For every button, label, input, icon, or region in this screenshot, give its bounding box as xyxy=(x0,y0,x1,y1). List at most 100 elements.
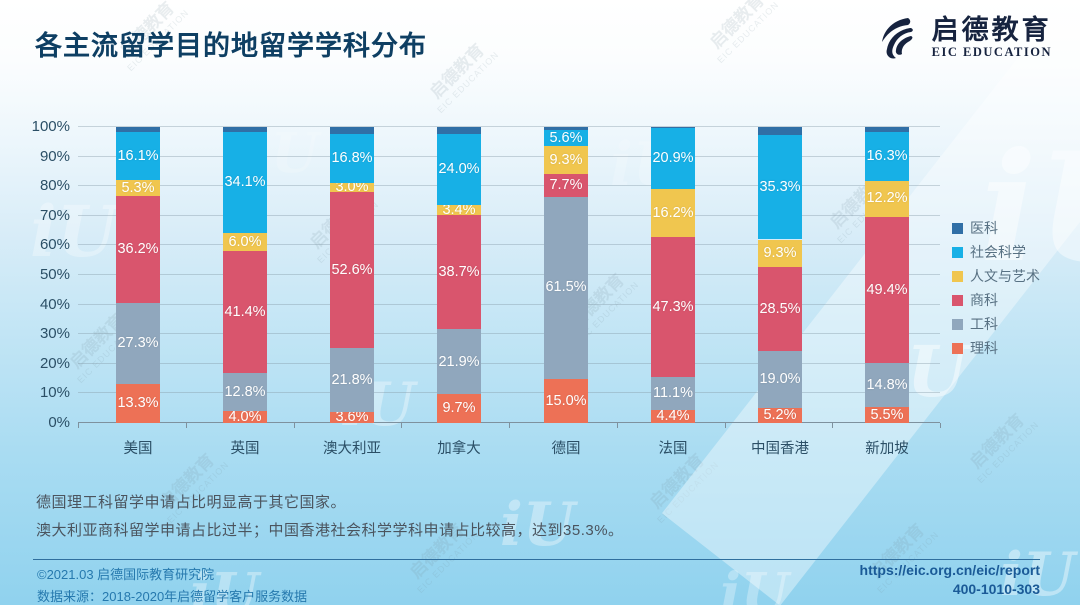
footer-report-url: https://eic.org.cn/eic/report xyxy=(859,562,1040,578)
brand-name-en: EIC EDUCATION xyxy=(931,45,1052,60)
value-label: 24.0% xyxy=(438,161,480,178)
watermark-en: EIC EDUCATION xyxy=(715,0,782,66)
segment-社会科学: 24.0% xyxy=(437,133,481,205)
legend-item-工科: 工科 xyxy=(952,312,1040,336)
y-axis-label: 80% xyxy=(39,177,70,195)
segment-社会科学: 16.3% xyxy=(865,132,909,181)
segment-商科: 28.5% xyxy=(758,267,802,352)
value-label: 49.4% xyxy=(866,281,908,298)
segment-工科: 19.0% xyxy=(758,351,802,408)
x-axis-label: 英国 xyxy=(230,441,260,457)
segment-理科: 4.4% xyxy=(651,408,695,425)
y-axis-label: 40% xyxy=(39,295,70,313)
value-label: 7.7% xyxy=(549,176,583,193)
value-label: 14.8% xyxy=(866,376,908,393)
segment-人文与艺术: 9.3% xyxy=(544,146,588,174)
gridline xyxy=(78,362,940,364)
value-label: 19.0% xyxy=(759,371,801,388)
value-label: 13.3% xyxy=(117,395,159,412)
value-label: 6.0% xyxy=(228,233,262,250)
legend-label: 人文与艺术 xyxy=(970,268,1040,284)
legend-item-理科: 理科 xyxy=(952,336,1040,360)
value-label: 16.1% xyxy=(117,147,159,164)
segment-医科 xyxy=(223,127,267,133)
x-axis-line xyxy=(78,422,940,423)
chart-legend: 医科 社会科学 人文与艺术 商科 工科 理科 xyxy=(952,216,1040,360)
segment-工科: 61.5% xyxy=(544,196,588,379)
x-axis-tick xyxy=(940,423,941,428)
value-label: 28.5% xyxy=(759,300,801,317)
stacked-bar-chart: 13.3% 27.3% 36.2% 5.3% 16.1% 美国 4.0% 12.8% 41.4%… xyxy=(78,126,941,457)
value-label: 3.4% xyxy=(442,201,476,218)
segment-商科: 47.3% xyxy=(651,237,695,378)
bar-德国: 15.0% 61.5% 7.7% 9.3% 5.6% xyxy=(544,127,588,423)
y-axis-label: 50% xyxy=(39,266,70,283)
segment-商科: 36.2% xyxy=(116,195,160,303)
footer-phone-number: 400-1010-303 xyxy=(952,581,1040,597)
bar-法国: 4.4% 11.1% 47.3% 16.2% 20.9% xyxy=(651,127,695,423)
brand-name-cn: 启德教育 xyxy=(931,14,1052,45)
segment-理科: 4.0% xyxy=(223,408,267,425)
segment-理科: 5.5% xyxy=(865,406,909,423)
legend-swatch xyxy=(952,342,963,354)
gridline xyxy=(78,214,940,216)
value-label: 12.2% xyxy=(866,190,908,207)
legend-swatch xyxy=(952,318,963,330)
legend-label: 工科 xyxy=(970,316,998,332)
x-axis-label: 澳大利亚 xyxy=(323,441,381,457)
segment-医科 xyxy=(330,127,374,134)
eic-logo-icon xyxy=(881,18,913,59)
value-label: 38.7% xyxy=(438,263,480,280)
segment-理科: 15.0% xyxy=(544,378,588,423)
x-axis-tick xyxy=(832,423,834,428)
x-axis-label: 美国 xyxy=(123,441,153,457)
value-label: 52.6% xyxy=(331,261,373,278)
segment-工科: 21.8% xyxy=(330,347,374,413)
legend-item-社会科学: 社会科学 xyxy=(952,240,1040,264)
value-label: 47.3% xyxy=(652,298,694,315)
value-label: 21.9% xyxy=(438,353,480,370)
y-axis-label: 60% xyxy=(39,236,70,254)
value-label: 61.5% xyxy=(545,279,587,296)
segment-商科: 49.4% xyxy=(865,216,909,363)
legend-swatch xyxy=(952,222,963,234)
value-label: 21.8% xyxy=(331,371,373,388)
segment-理科: 3.6% xyxy=(330,410,374,424)
brand-logo: 启德教育 EIC EDUCATION xyxy=(870,12,1052,64)
y-axis-label: 100% xyxy=(31,118,70,135)
value-label: 12.8% xyxy=(224,383,266,400)
annotation-line-2: 澳大利亚商科留学申请占比过半；中国香港社会科学学科申请占比较高，达到35.3%。 xyxy=(36,522,624,539)
value-label: 9.3% xyxy=(549,151,583,168)
y-axis-label: 90% xyxy=(39,147,70,165)
gridline xyxy=(78,185,940,187)
x-axis-label: 新加坡 xyxy=(865,441,909,457)
value-label: 5.3% xyxy=(121,179,155,196)
segment-医科 xyxy=(116,127,160,133)
x-axis-tick xyxy=(293,423,295,428)
segment-社会科学: 34.1% xyxy=(223,132,267,233)
bar-美国: 13.3% 27.3% 36.2% 5.3% 16.1% xyxy=(116,127,160,423)
gridline xyxy=(78,155,940,157)
y-axis-label: 10% xyxy=(39,384,70,402)
segment-人文与艺术: 5.3% xyxy=(116,180,160,196)
legend-item-人文与艺术: 人文与艺术 xyxy=(952,264,1040,288)
y-axis-label: 30% xyxy=(39,325,70,343)
value-label: 4.4% xyxy=(656,408,690,425)
legend-item-医科: 医科 xyxy=(952,216,1040,240)
bar-澳大利亚: 3.6% 21.8% 52.6% 3.0% 16.8% xyxy=(330,127,374,424)
watermark-logo-mark: iU xyxy=(720,560,789,605)
value-label: 4.0% xyxy=(228,408,262,425)
gridline xyxy=(78,244,940,246)
y-axis-label: 0% xyxy=(48,414,70,431)
x-axis-tick xyxy=(616,423,618,428)
segment-商科: 7.7% xyxy=(544,173,588,197)
legend-swatch xyxy=(952,246,963,258)
segment-工科: 12.8% xyxy=(223,373,267,412)
segment-人文与艺术: 9.3% xyxy=(758,239,802,268)
segment-医科 xyxy=(865,127,909,133)
segment-社会科学: 16.8% xyxy=(330,133,374,184)
legend-label: 医科 xyxy=(970,220,998,236)
brand-logo-text: 启德教育 EIC EDUCATION xyxy=(931,14,1052,61)
